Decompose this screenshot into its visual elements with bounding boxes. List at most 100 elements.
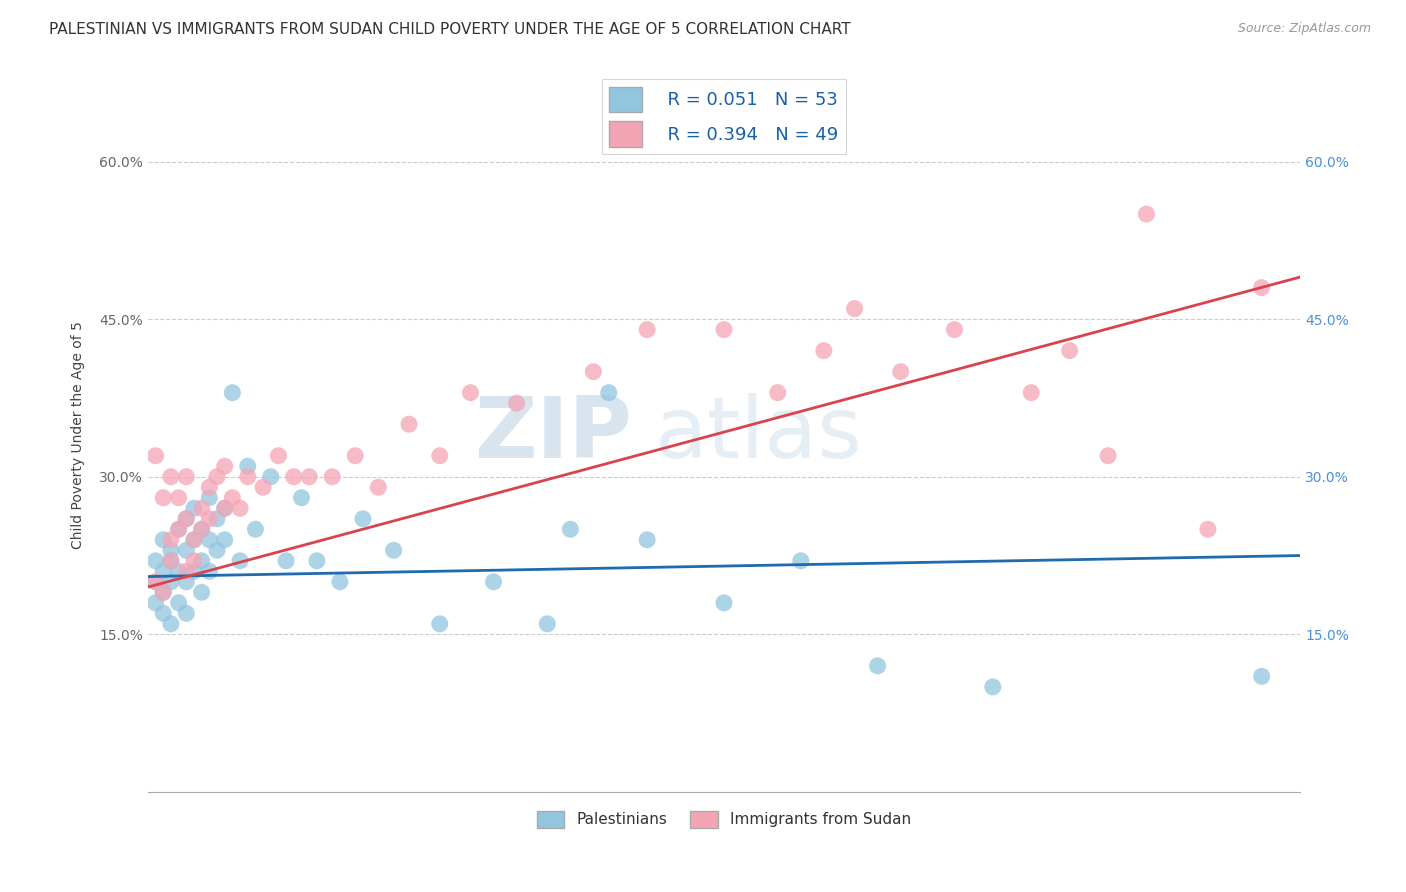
Point [214,533,236,547]
Point [429,449,451,463]
Point [636,323,658,337]
Text: atlas: atlas [655,393,863,476]
Point [174,574,197,589]
Point [766,385,789,400]
Point [214,501,236,516]
Point [321,469,343,483]
Point [1135,207,1157,221]
Point [152,491,174,505]
Point [152,585,174,599]
Point [460,385,482,400]
Point [260,469,283,483]
Point [198,533,221,547]
Point [198,491,221,505]
Point [183,533,205,547]
Point [866,658,889,673]
Point [713,596,735,610]
Point [329,574,352,589]
Point [1250,280,1272,294]
Point [221,385,243,400]
Text: PALESTINIAN VS IMMIGRANTS FROM SUDAN CHILD POVERTY UNDER THE AGE OF 5 CORRELATIO: PALESTINIAN VS IMMIGRANTS FROM SUDAN CHI… [49,22,851,37]
Point [174,469,197,483]
Point [276,554,298,568]
Point [145,554,167,568]
Point [190,522,212,536]
Point [713,323,735,337]
Point [174,512,197,526]
Point [174,512,197,526]
Point [160,616,183,631]
Point [167,596,190,610]
Point [145,596,167,610]
Point [167,522,190,536]
Point [183,564,205,578]
Legend: Palestinians, Immigrants from Sudan: Palestinians, Immigrants from Sudan [530,805,917,834]
Point [174,543,197,558]
Point [198,512,221,526]
Point [482,574,505,589]
Point [943,323,966,337]
Point [183,501,205,516]
Point [352,512,374,526]
Point [205,512,228,526]
Point [145,574,167,589]
Point [252,480,274,494]
Point [1019,385,1042,400]
Point [283,469,305,483]
Point [1250,669,1272,683]
Point [190,501,212,516]
Point [844,301,866,316]
Y-axis label: Child Poverty Under the Age of 5: Child Poverty Under the Age of 5 [72,321,86,549]
Point [174,607,197,621]
Point [214,459,236,474]
Point [190,554,212,568]
Point [367,480,389,494]
Point [1059,343,1081,358]
Point [190,585,212,599]
Point [245,522,267,536]
Point [790,554,813,568]
Point [429,616,451,631]
Point [160,543,183,558]
Point [344,449,367,463]
Point [305,554,328,568]
Point [1197,522,1219,536]
Point [152,607,174,621]
Point [152,585,174,599]
Text: Source: ZipAtlas.com: Source: ZipAtlas.com [1237,22,1371,36]
Point [198,480,221,494]
Point [290,491,312,505]
Point [221,491,243,505]
Point [560,522,582,536]
Point [160,554,183,568]
Point [582,365,605,379]
Point [214,501,236,516]
Point [205,543,228,558]
Point [536,616,558,631]
Point [152,533,174,547]
Point [198,564,221,578]
Point [598,385,620,400]
Point [160,554,183,568]
Point [160,574,183,589]
Point [505,396,527,410]
Point [236,469,259,483]
Point [981,680,1004,694]
Point [167,564,190,578]
Point [174,564,197,578]
Point [382,543,405,558]
Point [152,564,174,578]
Point [813,343,835,358]
Text: ZIP: ZIP [474,393,631,476]
Point [145,449,167,463]
Point [229,501,252,516]
Point [636,533,658,547]
Point [190,522,212,536]
Point [183,554,205,568]
Point [183,533,205,547]
Point [167,491,190,505]
Point [398,417,420,432]
Point [890,365,912,379]
Point [229,554,252,568]
Point [145,574,167,589]
